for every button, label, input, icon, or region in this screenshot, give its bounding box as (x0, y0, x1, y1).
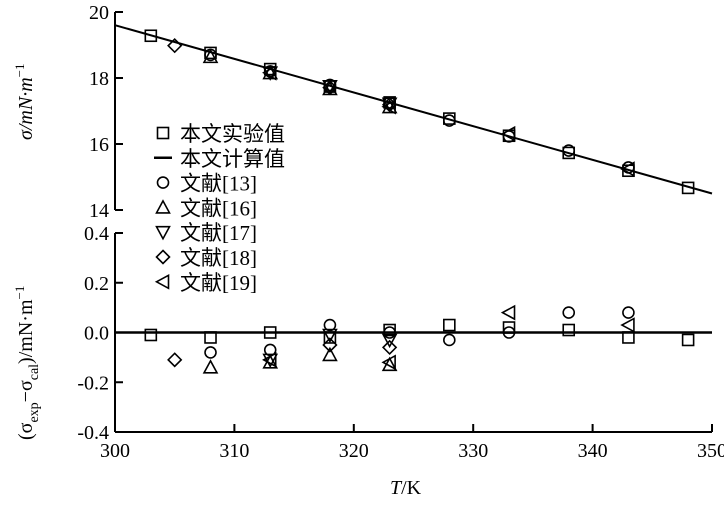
data-point-diamond (167, 352, 183, 368)
data-point-circle (443, 114, 456, 127)
y-tick-label: 18 (89, 68, 109, 90)
data-point-triangle-left (381, 98, 396, 115)
data-point-circle (562, 144, 576, 157)
legend-label: 本文实验值 (180, 122, 285, 146)
data-point-diamond (381, 97, 398, 113)
x-tick-label: 310 (219, 440, 249, 462)
data-point-triangle-up (322, 346, 338, 362)
x-tick-label: 300 (100, 440, 130, 462)
legend-marker-circle (156, 176, 170, 189)
data-point-triangle-up (381, 98, 398, 114)
data-point-circle (323, 318, 337, 332)
x-tick-label: 330 (458, 440, 488, 462)
top-y-axis-label: σ/mN·m−1 (12, 64, 37, 141)
legend-marker-square (156, 126, 170, 140)
data-point-triangle-up (202, 359, 219, 374)
data-point-triangle-left (262, 64, 277, 81)
y-tick-label: 20 (89, 2, 109, 24)
data-point-square (144, 328, 158, 342)
y-tick-label: 16 (89, 134, 109, 156)
data-point-diamond (167, 38, 183, 54)
x-tick-label: 320 (339, 440, 369, 462)
data-point-diamond (381, 339, 398, 356)
data-point-triangle-left (620, 317, 635, 333)
data-point-triangle-left (262, 352, 277, 368)
data-point-triangle-down (381, 333, 398, 349)
data-point-triangle-down (262, 66, 279, 81)
x-tick-label: 340 (578, 440, 608, 462)
data-point-square (681, 181, 695, 195)
legend-marker-triangle-up (155, 199, 171, 214)
data-point-diamond (322, 337, 338, 353)
data-point-triangle-left (620, 161, 635, 177)
data-point-circle (383, 326, 396, 339)
legend-marker-diamond (155, 249, 171, 265)
data-point-square (443, 318, 456, 332)
calculated-line (114, 24, 713, 195)
legend-marker-triangle-down (155, 225, 171, 241)
data-point-circle (443, 333, 456, 347)
data-point-square (263, 326, 277, 339)
data-point-square (144, 29, 158, 43)
y-tick-label: 14 (89, 200, 109, 222)
legend-label: 本文计算值 (180, 147, 285, 171)
y-tick-label: 0.2 (84, 273, 109, 295)
data-point-triangle-down (322, 328, 338, 344)
data-point-circle (323, 78, 337, 92)
x-axis-label: T/K (390, 477, 422, 499)
data-point-triangle-left (381, 354, 396, 371)
data-point-circle (502, 326, 516, 339)
legend-label: 文献[17] (180, 221, 257, 245)
legend-label: 文献[19] (180, 271, 257, 295)
data-point-triangle-left (500, 125, 516, 142)
y-tick-label: -0.4 (77, 422, 109, 444)
data-point-triangle-up (202, 48, 219, 64)
data-point-square (681, 333, 695, 347)
data-point-triangle-left (500, 304, 516, 321)
x-tick-label: 350 (697, 440, 724, 462)
bottom-y-axis-label: (σexp−σcal)/mN·m−1 (12, 286, 42, 440)
y-tick-label: -0.2 (77, 372, 109, 394)
data-point-square (622, 331, 635, 344)
data-point-square (502, 321, 516, 334)
data-point-circle (622, 306, 635, 319)
legend-label: 文献[16] (180, 196, 257, 220)
data-point-circle (204, 346, 217, 359)
legend-label: 文献[18] (180, 246, 257, 270)
data-point-diamond (322, 79, 338, 96)
y-tick-label: 0.4 (84, 223, 109, 245)
legend-marker-triangle-left (154, 273, 170, 290)
data-point-circle (562, 306, 576, 319)
data-point-square (204, 331, 217, 344)
y-tick-label: 0.0 (84, 323, 109, 345)
top-panel: 14 16 18 20 (89, 2, 713, 222)
legend-label: 文献[13] (180, 172, 257, 196)
bottom-panel: -0.4 -0.2 0.0 0.2 0.4 300 310 320 330 340 350 (77, 223, 724, 462)
data-point-triangle-down (262, 353, 279, 369)
data-point-square (562, 323, 576, 337)
